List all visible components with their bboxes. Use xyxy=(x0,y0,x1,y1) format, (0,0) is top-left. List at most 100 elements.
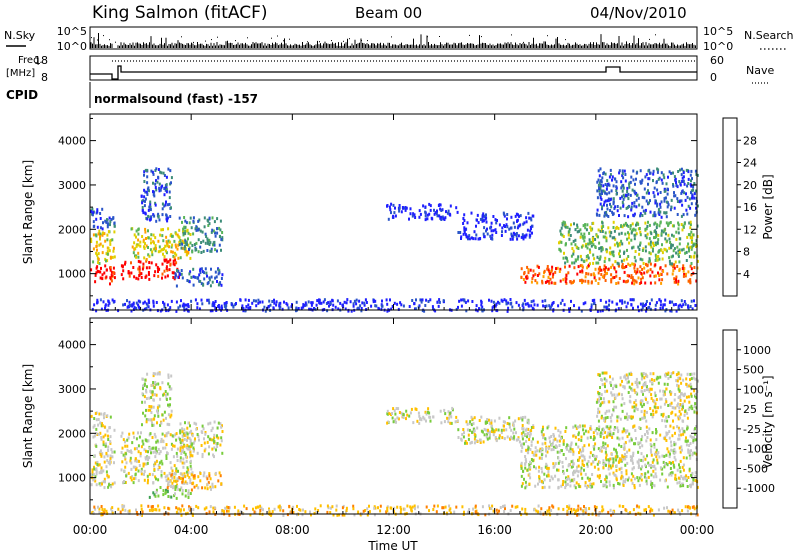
data-cell xyxy=(537,482,539,486)
data-cell xyxy=(651,270,654,274)
data-cell xyxy=(102,435,105,439)
data-cell xyxy=(604,256,607,260)
data-cell xyxy=(587,256,590,260)
data-cell xyxy=(179,422,182,426)
data-cell xyxy=(544,441,547,445)
freq-strip: Freq. [MHz] 18 8 60 0 Nave xyxy=(6,54,774,84)
data-cell xyxy=(179,472,182,476)
data-cell xyxy=(592,438,595,441)
data-cell xyxy=(169,169,172,173)
data-cell xyxy=(587,430,590,434)
data-cell xyxy=(547,268,550,272)
data-cell xyxy=(128,300,131,304)
data-cell xyxy=(671,272,674,276)
data-cell xyxy=(464,228,467,231)
data-cell xyxy=(608,464,610,468)
data-cell xyxy=(528,463,531,466)
data-cell xyxy=(167,403,169,407)
data-cell xyxy=(642,403,645,407)
data-cell xyxy=(154,270,157,274)
data-cell xyxy=(216,227,219,231)
data-cell xyxy=(528,216,531,220)
data-cell xyxy=(627,215,630,219)
data-cell xyxy=(621,458,624,462)
data-cell xyxy=(621,265,624,269)
data-cell xyxy=(109,256,112,260)
data-cell xyxy=(185,307,188,311)
data-cell xyxy=(657,233,660,237)
data-cell xyxy=(457,231,460,234)
data-cell xyxy=(640,473,643,476)
data-cell xyxy=(358,299,361,303)
nsearch-dot xyxy=(205,40,206,42)
data-cell xyxy=(486,437,489,441)
data-cell xyxy=(137,444,140,448)
data-cell xyxy=(235,302,237,305)
data-cell xyxy=(620,231,623,235)
data-cell xyxy=(623,223,625,227)
data-cell xyxy=(674,303,677,306)
data-cell xyxy=(594,457,597,461)
data-cell xyxy=(95,472,98,476)
data-cell xyxy=(521,233,524,237)
y-tick-label: 2000 xyxy=(58,223,86,236)
data-cell xyxy=(590,244,593,248)
data-cell xyxy=(620,466,623,470)
data-cell xyxy=(641,249,644,252)
data-cell xyxy=(654,303,657,307)
data-cell xyxy=(521,434,524,438)
data-cell xyxy=(606,203,608,207)
data-cell xyxy=(520,466,523,470)
data-cell xyxy=(439,207,442,211)
data-cell xyxy=(137,228,140,232)
data-cell xyxy=(530,429,533,432)
data-cell xyxy=(581,234,584,238)
data-cell xyxy=(105,442,107,446)
data-cell xyxy=(515,438,518,442)
data-cell xyxy=(161,432,164,436)
data-cell xyxy=(138,267,141,271)
data-cell xyxy=(609,457,612,461)
data-cell xyxy=(336,299,339,303)
data-cell xyxy=(346,298,349,302)
data-cell xyxy=(673,441,676,444)
data-cell xyxy=(680,223,683,226)
data-cell xyxy=(108,216,111,220)
data-cell xyxy=(191,471,194,475)
data-cell xyxy=(106,259,109,263)
data-cell xyxy=(137,267,140,271)
data-cell xyxy=(524,455,527,458)
data-cell xyxy=(641,268,644,271)
data-cell xyxy=(186,438,188,442)
data-cell xyxy=(100,412,103,416)
data-cell xyxy=(426,217,429,221)
data-cell xyxy=(161,413,164,417)
data-cell xyxy=(295,300,298,304)
data-cell xyxy=(105,220,108,224)
data-cell xyxy=(189,481,192,485)
data-cell xyxy=(663,402,666,406)
data-cell xyxy=(524,486,527,490)
data-cell xyxy=(189,233,192,236)
data-cell xyxy=(605,213,608,217)
data-cell xyxy=(644,211,647,215)
data-cell xyxy=(517,417,520,421)
data-cell xyxy=(608,299,611,303)
data-cell xyxy=(464,300,467,304)
data-cell xyxy=(592,431,595,435)
data-cell xyxy=(669,221,672,224)
data-cell xyxy=(629,263,632,267)
data-cell xyxy=(173,256,176,260)
data-cell xyxy=(593,436,596,440)
data-cell xyxy=(220,304,223,308)
data-cell xyxy=(440,209,443,212)
data-cell xyxy=(588,455,591,459)
data-cell xyxy=(419,417,421,421)
data-cell xyxy=(657,211,660,215)
data-cell xyxy=(433,208,435,212)
data-cell xyxy=(634,429,637,432)
data-cell xyxy=(612,460,615,464)
data-cell xyxy=(175,469,178,473)
data-cell xyxy=(604,272,607,276)
data-cell xyxy=(524,480,527,484)
